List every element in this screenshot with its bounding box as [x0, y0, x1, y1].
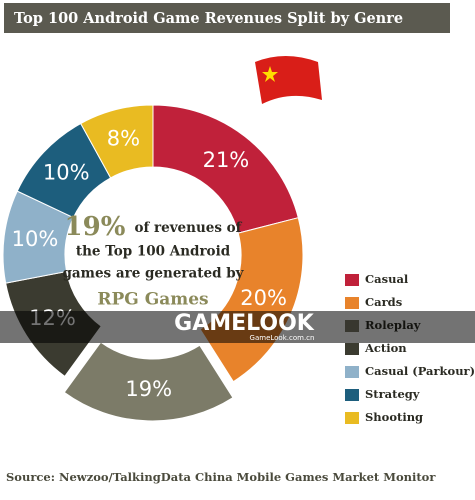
segment-label: 8% — [107, 127, 140, 151]
watermark-brand: GAMELOOK — [174, 311, 315, 336]
segment-label: 10% — [43, 161, 90, 185]
legend-swatch — [345, 297, 359, 309]
center-emphasis: RPG Games — [97, 290, 208, 310]
legend-swatch — [345, 412, 359, 424]
center-line: the Top 100 Android — [76, 244, 231, 260]
center-line: 19% of revenues of — [65, 212, 243, 242]
center-highlight: 19% — [65, 212, 126, 242]
watermark-band — [0, 311, 475, 343]
legend-swatch — [345, 389, 359, 401]
donut-segment — [63, 341, 234, 422]
title-bar — [4, 3, 450, 33]
legend-swatch — [345, 274, 359, 286]
donut-segment — [152, 104, 299, 234]
legend-label: Shooting — [365, 410, 423, 424]
segment-label: 20% — [240, 286, 287, 310]
source: Source: Newzoo/TalkingData China Mobile … — [6, 470, 436, 484]
legend-swatch — [345, 366, 359, 378]
donut-segment — [80, 104, 154, 179]
legend-label: Casual (Parkour) — [365, 364, 475, 378]
chart-title: Top 100 Android Game Revenues Split by G… — [14, 10, 403, 27]
legend-label: Cards — [365, 295, 402, 309]
flag — [255, 56, 322, 104]
donut: 21%20%19%12%10%10%8% — [2, 104, 304, 422]
segment-label: 19% — [125, 377, 172, 401]
legend-swatch — [345, 343, 359, 355]
legend-label: Casual — [365, 272, 409, 286]
legend-label: Action — [364, 341, 407, 355]
center-line: of revenues of — [135, 220, 243, 236]
center-line: games are generated by — [62, 266, 244, 282]
segment-label: 21% — [203, 148, 250, 172]
center-text: 19% of revenues of the Top 100 Android g… — [62, 212, 244, 310]
segment-label: 10% — [12, 227, 59, 251]
watermark-site: GameLook.com.cn — [250, 334, 315, 342]
watermark: GAMELOOK GameLook.com.cn — [0, 311, 475, 343]
legend-label: Strategy — [365, 387, 420, 401]
